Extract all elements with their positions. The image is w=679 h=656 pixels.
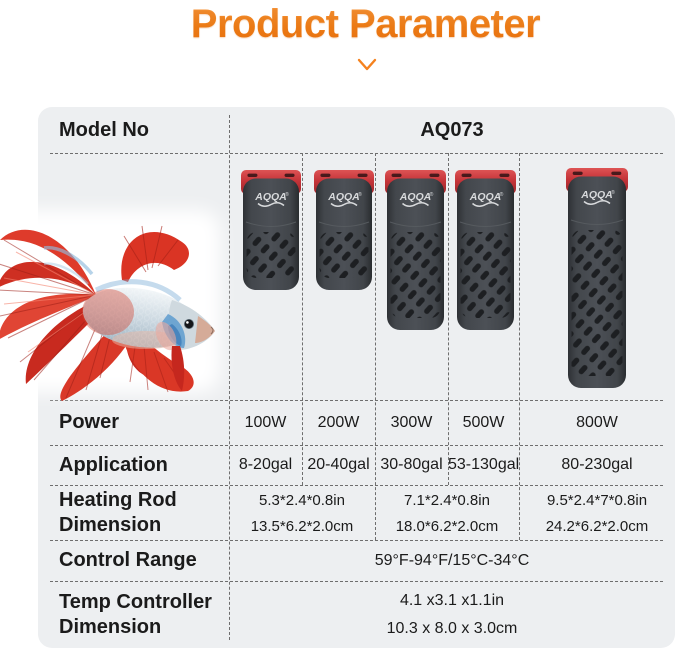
application-label: Application [59,454,168,476]
svg-text:®: ® [358,191,362,198]
control-range-value: 59°F-94°F/15°C-34°C [374,552,530,569]
heater-image-100w: AQQA ® [234,170,307,295]
heater-render: AQQA ® [313,170,374,290]
svg-text:®: ® [500,191,504,198]
power-value-100w: 100W [244,414,287,431]
row-divider [50,581,663,582]
heater-render: AQQA ® [385,170,446,330]
heating-rod-inch-1: 5.3*2.4*0.8in [259,492,345,509]
temp-controller-inch: 4.1 x3.1 x1.1in [399,592,505,609]
model-no-label: Model No [59,119,149,141]
application-value-300w: 30-80gal [380,456,443,473]
row-divider [50,400,663,401]
svg-text:®: ® [430,191,434,198]
application-value-500w: 53-130gal [448,456,520,473]
heating-rod-cell-2: 7.1*2.4*0.8in 18.0*6.2*2.0cm [375,485,519,540]
svg-text:AQQA: AQQA [469,191,502,203]
heating-rod-cm-3: 24.2*6.2*2.0cm [545,518,649,535]
column-divider [375,153,376,540]
application-value-100w: 8-20gal [238,456,293,473]
application-value-200w: 20-40gal [307,456,370,473]
column-divider [519,153,520,540]
svg-text:AQQA: AQQA [327,191,360,203]
svg-text:®: ® [611,189,615,196]
chevron-down-icon [357,58,377,71]
row-divider [50,445,663,446]
column-divider [302,153,303,485]
heating-rod-inch-3: 9.5*2.4*7*0.8in [546,492,648,509]
power-value-800w: 800W [576,414,618,431]
power-value-500w: 500W [462,414,505,431]
column-divider [229,115,230,640]
row-divider [50,540,663,541]
model-no-value: AQ073 [420,119,484,141]
control-range-label: Control Range [59,549,197,571]
heater-image-200w: AQQA ® [307,170,380,295]
heater-render: AQQA ® [455,170,516,330]
temp-controller-dimension-label: Temp Controller Dimension [59,590,212,638]
heating-rod-cm-1: 13.5*6.2*2.0cm [250,518,354,535]
temp-controller-cm: 10.3 x 8.0 x 3.0cm [386,620,518,637]
column-divider [448,153,449,485]
svg-text:®: ® [285,191,289,198]
heating-rod-inch-2: 7.1*2.4*0.8in [404,492,490,509]
row-divider [50,153,663,154]
svg-text:AQQA: AQQA [254,191,287,203]
power-label: Power [59,411,120,433]
power-value-200w: 200W [317,414,360,431]
power-value-300w: 300W [390,414,433,431]
heater-render: AQQA ® [566,168,628,388]
heating-rod-cell-3: 9.5*2.4*7*0.8in 24.2*6.2*2.0cm [519,485,675,540]
page-title: Product Parameter [190,2,541,46]
svg-text:AQQA: AQQA [580,189,613,201]
heater-image-500w: AQQA ® [450,170,521,335]
heating-rod-cell-1: 5.3*2.4*0.8in 13.5*6.2*2.0cm [229,485,375,540]
heater-render: AQQA ® [240,170,301,290]
row-divider [50,485,663,486]
heater-image-800w: AQQA ® [519,168,675,393]
heating-rod-dimension-label: Heating Rod Dimension [59,488,177,536]
heater-image-300w: AQQA ® [379,170,452,335]
temp-controller-cell: 4.1 x3.1 x1.1in 10.3 x 8.0 x 3.0cm [229,581,675,648]
title-block: Product Parameter [0,0,679,47]
heating-rod-cm-2: 18.0*6.2*2.0cm [395,518,499,535]
application-value-800w: 80-230gal [561,456,633,473]
betta-fish-image [0,225,215,401]
svg-text:AQQA: AQQA [399,191,432,203]
